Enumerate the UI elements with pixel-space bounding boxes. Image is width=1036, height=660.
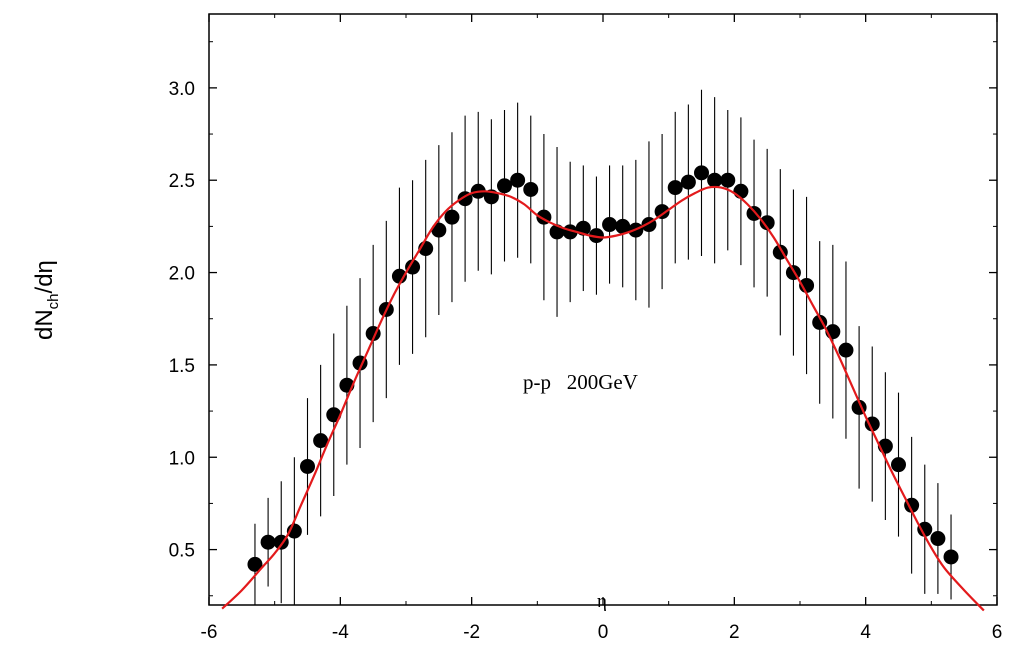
- y-axis-label-main: dN: [31, 309, 58, 340]
- x-tick-label: 6: [992, 622, 1003, 643]
- data-point: [444, 209, 460, 225]
- data-point: [431, 222, 447, 238]
- data-point: [733, 183, 749, 199]
- curve-group: [221, 185, 985, 612]
- data-point: [667, 180, 683, 196]
- data-point: [680, 174, 696, 190]
- data-point: [588, 228, 604, 244]
- x-tick-label: -2: [463, 622, 480, 643]
- data-point: [943, 549, 959, 565]
- y-tick-label: 3.0: [169, 79, 195, 100]
- data-point: [247, 556, 263, 572]
- x-axis-label: η: [597, 591, 607, 612]
- points-group: [247, 165, 959, 572]
- data-point: [707, 172, 723, 188]
- data-point: [313, 433, 329, 449]
- data-point: [799, 277, 815, 293]
- x-tick-label: -4: [332, 622, 349, 643]
- plot-frame: [208, 13, 998, 606]
- data-point: [260, 534, 276, 550]
- data-point: [405, 259, 421, 275]
- x-tick-label: -6: [201, 622, 218, 643]
- data-point: [720, 172, 736, 188]
- y-tick-label: 0.5: [169, 541, 195, 562]
- y-tick-label: 2.0: [169, 264, 195, 285]
- data-point: [615, 218, 631, 234]
- y-tick-label: 1.5: [169, 356, 195, 377]
- annotation-text: p-p 200GeV: [523, 370, 638, 394]
- data-point: [759, 215, 775, 231]
- data-point: [838, 342, 854, 358]
- data-point: [523, 181, 539, 197]
- y-tick-label: 1.0: [169, 448, 195, 469]
- data-point: [891, 457, 906, 473]
- data-point: [930, 531, 946, 547]
- data-point: [917, 521, 933, 537]
- data-point: [497, 178, 512, 194]
- data-point: [510, 172, 526, 188]
- data-point: [602, 217, 618, 233]
- y-tick-label: 2.5: [169, 171, 195, 192]
- data-point: [300, 458, 315, 474]
- y-axis-label: dNch/dη: [31, 260, 62, 340]
- y-axis-label-tail: /dη: [31, 260, 58, 293]
- data-point: [654, 204, 670, 220]
- x-tick-label: 0: [598, 622, 609, 643]
- data-point: [391, 268, 407, 284]
- fit-curve-line: [221, 185, 985, 612]
- x-tick-label: 4: [860, 622, 871, 643]
- x-tick-label: 2: [729, 622, 740, 643]
- texts-group: p-p 200GeV η dNch/dη: [31, 260, 638, 612]
- data-point: [694, 165, 709, 181]
- axes-group: -6 -4 -2 0 2 4 6 0.5 1.0 1.5 2.0 2.5 3.0: [169, 13, 1003, 643]
- y-axis-label-sub: ch: [45, 293, 62, 309]
